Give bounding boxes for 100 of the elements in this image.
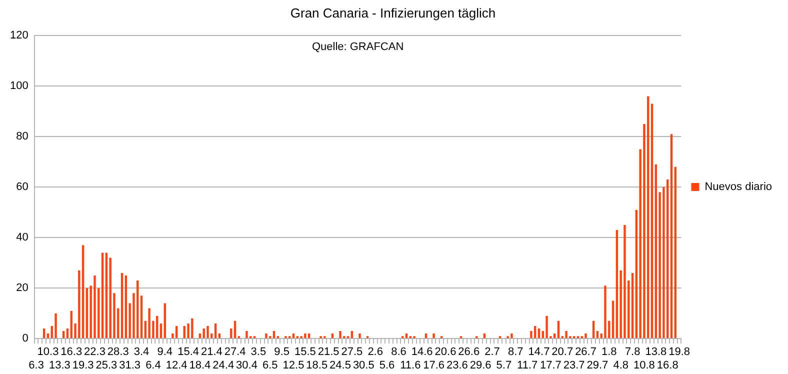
x-tick-label: 6.5 <box>262 359 278 372</box>
x-tick-label: 3.5 <box>250 346 266 358</box>
x-tick-label: 17.7 <box>540 359 562 372</box>
bar <box>546 316 548 338</box>
y-tick-label: 80 <box>16 130 28 143</box>
bar <box>46 334 50 338</box>
bar <box>148 308 150 338</box>
x-tick-label: 26.7 <box>575 346 596 358</box>
bar <box>647 96 650 338</box>
chart-title: Gran Canaria - Infizierungen täglich <box>290 5 496 20</box>
bar <box>214 323 217 338</box>
bar <box>624 224 626 338</box>
bar <box>553 334 556 338</box>
y-tick-label: 20 <box>16 282 28 294</box>
bar <box>156 316 158 338</box>
bar <box>183 326 186 338</box>
bar <box>432 334 435 338</box>
x-tick-label: 15.5 <box>294 346 316 358</box>
x-tick-label: 19.8 <box>668 346 690 358</box>
x-tick-label: 26.6 <box>458 346 480 358</box>
bar <box>191 318 194 338</box>
x-tick-label: 9.5 <box>274 346 290 358</box>
bar <box>350 331 354 338</box>
bar <box>666 180 669 338</box>
bar <box>534 326 536 338</box>
x-tick-label: 18.5 <box>306 359 328 372</box>
x-tick-label: 1.8 <box>602 346 617 358</box>
bar <box>140 296 143 338</box>
bar <box>292 334 295 338</box>
x-tick-label: 10.8 <box>634 359 655 372</box>
bar <box>265 334 268 338</box>
bar <box>160 323 162 338</box>
x-tick-label: 8.7 <box>508 346 524 358</box>
x-tick-label: 12.5 <box>282 359 304 372</box>
annotation: Quelle: GRAFCAN <box>312 41 404 54</box>
x-tick-label: 17.6 <box>423 359 444 372</box>
x-tick-label: 25.3 <box>96 359 118 372</box>
x-tick-label: 15.4 <box>178 346 199 358</box>
bar <box>206 326 209 338</box>
bar <box>592 320 595 338</box>
bar <box>308 334 310 338</box>
x-tick-label: 20.6 <box>434 346 456 358</box>
bar <box>86 288 88 338</box>
x-tick-label: 23.6 <box>446 359 468 372</box>
x-tick-label: 5.7 <box>496 359 512 372</box>
bar <box>82 245 84 338</box>
x-tick-label: 16.8 <box>656 359 678 372</box>
x-tick-label: 24.5 <box>330 359 351 372</box>
legend-label: Nuevos diario <box>704 181 772 194</box>
bar <box>202 328 205 338</box>
x-tick-label: 31.3 <box>119 359 141 372</box>
bar <box>218 334 221 338</box>
bar <box>198 334 202 338</box>
x-tick-label: 29.7 <box>586 359 608 372</box>
x-tick-label: 6.3 <box>28 359 44 372</box>
bar <box>674 166 676 338</box>
x-tick-label: 27.4 <box>224 346 246 358</box>
x-tick-label: 9.4 <box>157 346 173 358</box>
x-tick-label: 13.3 <box>48 359 70 372</box>
x-tick-label: 12.4 <box>166 359 188 372</box>
bar <box>246 331 248 338</box>
bar <box>62 331 65 338</box>
x-tick-label: 23.7 <box>563 359 585 372</box>
bar <box>105 252 108 338</box>
bar <box>175 326 178 338</box>
bar <box>654 164 658 338</box>
x-tick-label: 11.7 <box>517 359 538 372</box>
x-tick-label: 14.7 <box>528 346 550 358</box>
bar <box>70 310 72 338</box>
x-tick-label: 29.6 <box>470 359 492 372</box>
bar <box>538 328 540 338</box>
x-tick-label: 13.8 <box>645 346 667 358</box>
bar <box>339 331 342 338</box>
x-tick-label: 21.5 <box>318 346 340 358</box>
bar <box>510 334 513 338</box>
x-tick-label: 18.4 <box>189 359 211 372</box>
x-tick-label: 2.7 <box>484 346 500 358</box>
bar <box>358 334 361 338</box>
x-tick-label: 19.3 <box>72 359 94 372</box>
bar <box>272 331 276 338</box>
bar <box>164 303 166 338</box>
x-tick-label: 30.4 <box>236 359 258 372</box>
x-tick-label: 10.3 <box>37 346 59 358</box>
bar <box>584 334 587 338</box>
bar <box>596 331 599 338</box>
bar <box>43 328 46 338</box>
bar <box>670 134 673 338</box>
bar <box>331 334 334 338</box>
x-tick-label: 30.5 <box>352 359 374 372</box>
bar <box>631 272 634 338</box>
bar <box>424 334 428 338</box>
bar <box>101 252 104 338</box>
x-tick-label: 7.8 <box>624 346 640 358</box>
bar <box>604 286 606 338</box>
x-tick-label: 21.4 <box>200 346 222 358</box>
bar <box>124 275 128 338</box>
x-tick-label: 5.6 <box>379 359 395 372</box>
x-tick-label: 3.4 <box>134 346 150 358</box>
bar <box>230 328 232 338</box>
y-tick-label: 120 <box>10 30 28 42</box>
